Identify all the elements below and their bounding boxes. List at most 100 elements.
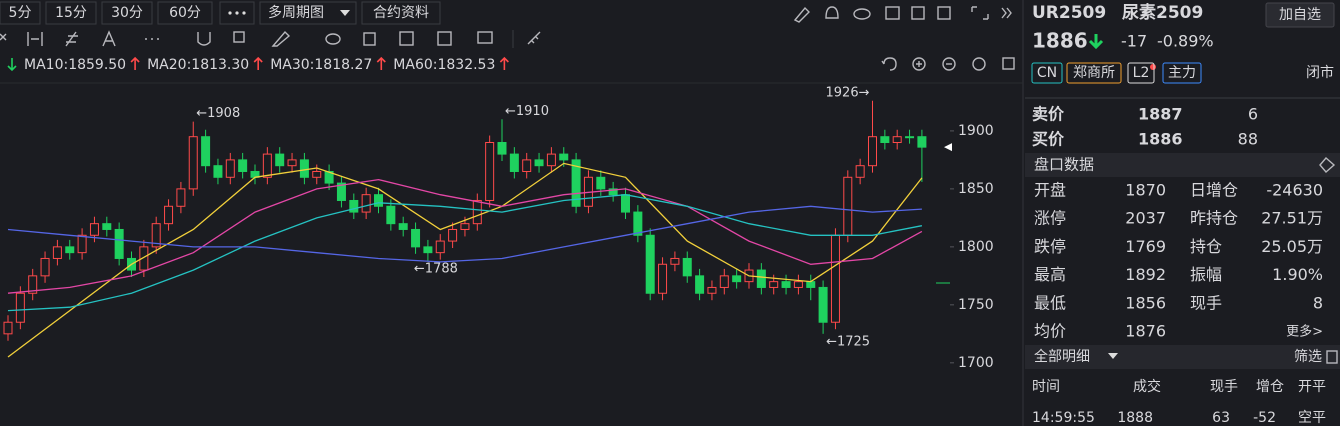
candle-body: [398, 223, 408, 230]
tool-icon[interactable]: [0, 33, 7, 41]
stat-label: 开盘: [1034, 181, 1066, 200]
trade-header: 时间: [1032, 379, 1060, 395]
multi-period-label: 多周期图: [268, 4, 324, 21]
candle-body: [77, 234, 87, 254]
zoom-out-icon[interactable]: [942, 57, 956, 71]
collapse-icon[interactable]: [1001, 7, 1012, 19]
tool-icon[interactable]: [325, 33, 341, 45]
trade-header: 增仓: [1256, 379, 1284, 395]
candle-body: [374, 194, 383, 207]
candle-body: [448, 228, 458, 242]
more-link[interactable]: 更多>: [1286, 324, 1323, 340]
period-label: 30分: [111, 5, 143, 21]
period-button[interactable]: [101, 1, 153, 25]
contract-info-button[interactable]: [361, 1, 441, 25]
contract-code: UR2509: [1032, 3, 1106, 23]
period-button[interactable]: [157, 1, 213, 25]
ma-legend: MA30:1818.27: [270, 57, 372, 73]
tag-label: 郑商所: [1073, 65, 1115, 81]
section-strip: [1025, 345, 1340, 369]
period-button[interactable]: [0, 1, 41, 25]
ma-legend: MA60:1832.53: [393, 57, 495, 73]
tool-icon[interactable]: [527, 31, 541, 45]
candle-body: [361, 194, 371, 213]
candle-body: [855, 165, 865, 178]
candle-body: [756, 269, 766, 288]
candle-body: [880, 136, 890, 144]
settings-icon[interactable]: [1002, 57, 1015, 70]
undo-icon[interactable]: [881, 57, 897, 71]
tool-icon[interactable]: [437, 31, 452, 46]
candle-body: [509, 153, 519, 172]
candle-body: [645, 234, 655, 294]
bell-icon[interactable]: [825, 6, 839, 19]
tool-icon[interactable]: [233, 31, 245, 43]
tag: [1162, 62, 1202, 84]
tool-icon[interactable]: [102, 30, 116, 47]
zoom-in-icon[interactable]: [912, 57, 926, 71]
tool-icon[interactable]: [477, 31, 493, 44]
filter-icon[interactable]: [1326, 350, 1338, 364]
candle-body: [114, 228, 124, 259]
candle-body: [534, 159, 544, 167]
camera-icon[interactable]: [885, 6, 900, 20]
tool-icon[interactable]: [271, 30, 291, 47]
top-right-icons[interactable]: [793, 6, 1012, 23]
candle-body: [139, 246, 149, 271]
tool-icon[interactable]: [27, 32, 43, 46]
tool-icon[interactable]: [65, 31, 78, 47]
settings-icon[interactable]: [1319, 157, 1336, 173]
dot: [235, 11, 239, 15]
candle-body: [386, 205, 396, 225]
window-icon[interactable]: [911, 6, 925, 20]
annotation: ←1910: [505, 104, 549, 119]
screen-icon[interactable]: [937, 6, 951, 20]
cloud-icon[interactable]: [853, 8, 871, 20]
multi-period-button[interactable]: [259, 1, 357, 25]
trade-cell: 1888: [1117, 410, 1153, 426]
candle-body: [423, 246, 433, 254]
period-label: 5分: [9, 5, 32, 21]
candle-body: [830, 234, 840, 323]
annotation: ←1908: [196, 106, 240, 121]
stat-label: 涨停: [1034, 209, 1066, 228]
zoom-in-plus: [916, 61, 922, 67]
ma-arrow: [253, 56, 263, 70]
tool-icon[interactable]: [363, 32, 376, 46]
candle-body: [213, 165, 223, 178]
ma-line: [7, 194, 923, 312]
candle-body: [65, 246, 75, 254]
menu-button[interactable]: [219, 1, 255, 25]
candle-body: [262, 153, 272, 178]
add-watch-button[interactable]: [1265, 2, 1335, 28]
drawing-tools[interactable]: [0, 30, 541, 47]
stat-value: 8: [1313, 293, 1323, 312]
stat-value: 1892: [1125, 265, 1166, 284]
draw-icon[interactable]: [793, 6, 810, 23]
book-price: 1887: [1138, 105, 1183, 124]
candle-body: [546, 153, 556, 167]
chart-controls[interactable]: [881, 57, 1015, 71]
section-strip: [1025, 153, 1340, 177]
trend-arrow: [7, 58, 17, 72]
filter-label[interactable]: 筛选: [1294, 349, 1322, 365]
candle-body: [707, 286, 717, 294]
tool-icon[interactable]: [399, 31, 414, 46]
fullscreen-icon[interactable]: [971, 6, 989, 20]
period-button[interactable]: [45, 1, 97, 25]
annotation: 1926→: [826, 85, 870, 100]
stat-value: 2037: [1125, 209, 1166, 228]
candle-body: [571, 159, 581, 207]
stat-value: 1870: [1125, 181, 1166, 200]
reset-icon[interactable]: [972, 57, 986, 71]
ma-line: [7, 205, 922, 263]
stat-label: 均价: [1034, 322, 1066, 341]
trade-cell: 空平: [1298, 410, 1326, 426]
candle-body: [201, 136, 211, 167]
candle-body: [349, 199, 359, 213]
candle-body: [336, 182, 346, 201]
candle-body: [806, 281, 816, 288]
candle-body: [695, 275, 705, 294]
tool-icon[interactable]: [197, 32, 211, 46]
